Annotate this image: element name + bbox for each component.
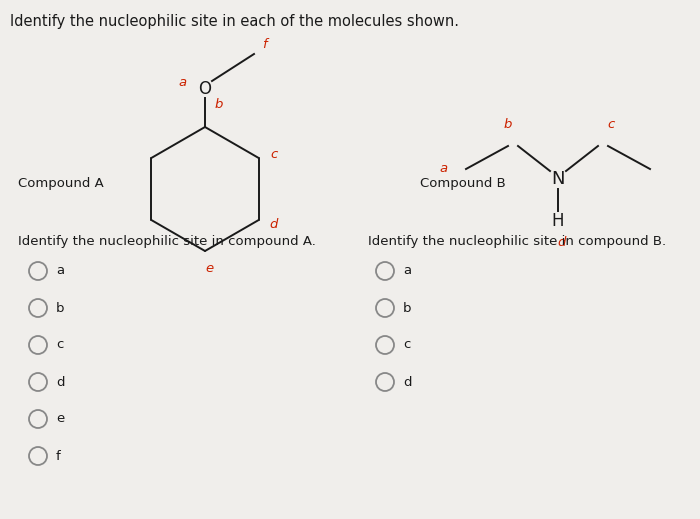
Text: Compound B: Compound B: [420, 177, 505, 190]
Text: a: a: [56, 265, 64, 278]
Text: Identify the nucleophilic site in compound A.: Identify the nucleophilic site in compou…: [18, 235, 316, 248]
Text: Identify the nucleophilic site in each of the molecules shown.: Identify the nucleophilic site in each o…: [10, 14, 459, 29]
Text: b: b: [56, 302, 64, 315]
Text: O: O: [199, 80, 211, 98]
Text: c: c: [608, 117, 615, 130]
Text: a: a: [440, 162, 448, 175]
Text: d: d: [56, 376, 64, 389]
Text: c: c: [270, 147, 277, 160]
Text: f: f: [56, 449, 61, 462]
Text: Identify the nucleophilic site in compound B.: Identify the nucleophilic site in compou…: [368, 235, 666, 248]
Text: e: e: [56, 413, 64, 426]
Text: c: c: [403, 338, 410, 351]
Text: a: a: [179, 76, 187, 89]
Text: N: N: [552, 170, 565, 188]
Text: b: b: [403, 302, 412, 315]
Text: d: d: [403, 376, 412, 389]
Text: Compound A: Compound A: [18, 177, 104, 190]
Text: c: c: [56, 338, 64, 351]
Text: f: f: [262, 37, 266, 50]
Text: b: b: [504, 117, 512, 130]
Text: a: a: [403, 265, 411, 278]
Text: e: e: [205, 262, 213, 275]
Text: H: H: [552, 212, 564, 230]
Text: d: d: [270, 217, 278, 230]
Text: b: b: [215, 99, 223, 112]
Text: d: d: [558, 237, 566, 250]
